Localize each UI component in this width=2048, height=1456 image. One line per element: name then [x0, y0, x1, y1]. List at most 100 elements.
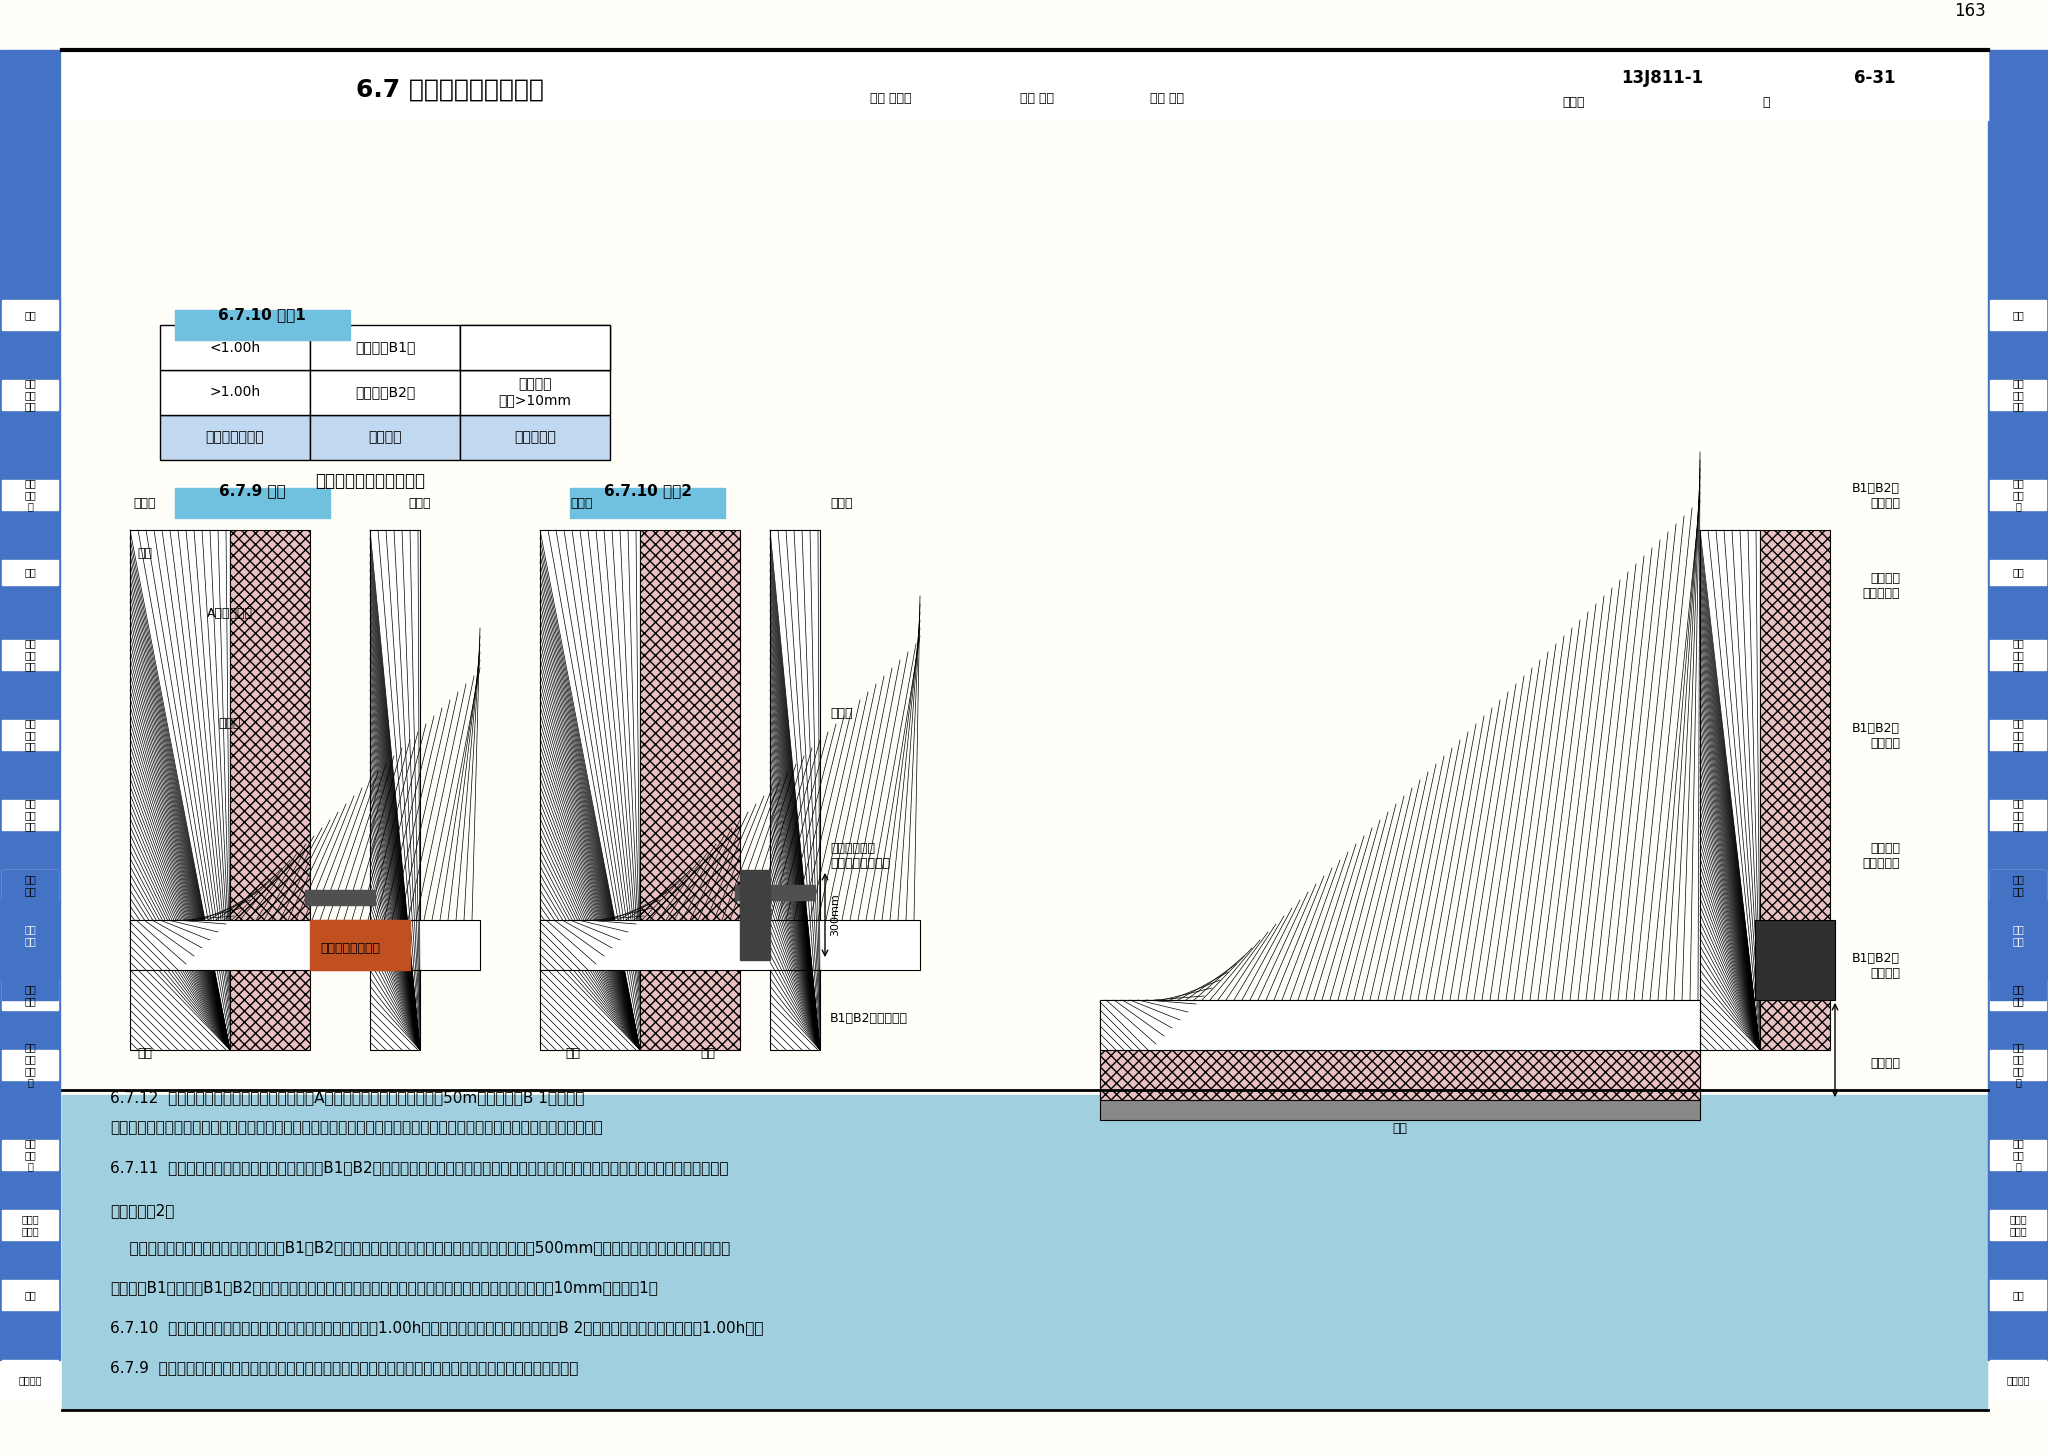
Bar: [1991, 1210, 2046, 1241]
Bar: [309, 370, 461, 415]
Text: 审核 蔡昭昀: 审核 蔡昭昀: [870, 93, 911, 105]
Text: 300mm: 300mm: [829, 894, 840, 936]
Text: 空腔: 空腔: [1393, 1123, 1407, 1136]
Bar: [309, 325, 461, 370]
Bar: [174, 310, 350, 341]
Text: 进行防火隔离等防火保护措施。设置开关、插座等电器配件的部位周围应采取不燃隔热材料进行防火隔离等防火保护措施。: 进行防火隔离等防火保护措施。设置开关、插座等电器配件的部位周围应采取不燃隔热材料…: [111, 1120, 602, 1136]
Bar: [174, 488, 330, 518]
Text: 装饰层: 装饰层: [829, 496, 852, 510]
Bar: [1991, 561, 2046, 585]
Bar: [160, 370, 309, 415]
Bar: [61, 1095, 1987, 1409]
Text: 6.7 建筑保温和外墙装饰: 6.7 建筑保温和外墙装饰: [356, 79, 545, 102]
Text: 民用
建筑: 民用 建筑: [25, 984, 37, 1006]
Text: 厂和
房仓
库: 厂和 房仓 库: [25, 1139, 37, 1172]
Bar: [1991, 1140, 2046, 1171]
Text: B1、B2级
保温材料: B1、B2级 保温材料: [1851, 722, 1901, 750]
Bar: [1991, 871, 2046, 900]
Bar: [569, 488, 725, 518]
Bar: [61, 50, 862, 119]
Text: 163: 163: [1954, 1, 1987, 20]
Bar: [1991, 871, 2046, 1000]
Text: 电气: 电气: [25, 568, 37, 578]
Text: 外墙体: 外墙体: [569, 496, 592, 510]
Bar: [1989, 50, 2048, 1360]
Text: 空腔: 空腔: [137, 547, 152, 561]
Text: 电气: 电气: [2011, 568, 2023, 578]
Text: 城交
市通
隧道: 城交 市通 隧道: [2011, 379, 2023, 412]
Text: 保温材料: 保温材料: [369, 431, 401, 444]
Bar: [160, 415, 309, 460]
Text: 隔。【图示2】: 隔。【图示2】: [111, 1203, 174, 1219]
Bar: [305, 890, 375, 906]
Text: 供暖
通风
空调: 供暖 通风 空调: [2011, 638, 2023, 671]
Text: 建筑
构造: 建筑 构造: [25, 925, 37, 946]
Bar: [1759, 530, 1831, 1050]
Bar: [541, 920, 920, 970]
Text: 不应低于B1级。采用B1、B2级保温材料的外保温系统应采用不燃材料作防护层，防护层的厚度不应小于10mm。【图示1】: 不应低于B1级。采用B1、B2级保温材料的外保温系统应采用不燃材料作防护层，防护…: [111, 1280, 657, 1294]
Text: 6-31: 6-31: [1853, 68, 1896, 87]
Bar: [1563, 50, 1761, 119]
Text: 建筑
构造: 建筑 构造: [25, 874, 37, 895]
Bar: [1700, 530, 1759, 1050]
Bar: [461, 325, 610, 370]
Text: 屋面外保温材料设置要求: 屋面外保温材料设置要求: [315, 472, 426, 491]
Text: 防护层要求: 防护层要求: [514, 431, 555, 444]
Text: 6.7.9 图示: 6.7.9 图示: [219, 483, 285, 498]
Bar: [309, 920, 410, 970]
Text: 灭火
设施
救援: 灭火 设施 救援: [2011, 798, 2023, 831]
Text: 楼板: 楼板: [565, 1047, 580, 1060]
Bar: [1991, 380, 2046, 411]
Bar: [739, 871, 770, 960]
Text: 屋面板耐火极限: 屋面板耐火极限: [205, 431, 264, 444]
Bar: [1100, 1099, 1700, 1120]
Bar: [2, 1280, 57, 1310]
Bar: [461, 325, 610, 370]
Text: 6.7.10 图示2: 6.7.10 图示2: [604, 483, 692, 498]
Bar: [770, 530, 819, 1050]
Bar: [1100, 1000, 1700, 1050]
Bar: [61, 50, 1989, 119]
Text: 总术符
则语号: 总术符 则语号: [2009, 1214, 2028, 1236]
Bar: [309, 415, 461, 460]
Text: 不燃材料
防火隔离带: 不燃材料 防火隔离带: [1862, 572, 1901, 600]
Bar: [1755, 920, 1835, 1000]
Bar: [541, 530, 639, 1050]
Text: 甲、
乙类
储存
体: 甲、 乙类 储存 体: [2011, 1042, 2023, 1088]
Text: 外墙体: 外墙体: [133, 496, 156, 510]
Bar: [2, 799, 57, 830]
Text: 木建
结筑
构: 木建 结筑 构: [25, 479, 37, 511]
Bar: [2, 641, 57, 670]
Bar: [1991, 480, 2046, 510]
Text: 13J811-1: 13J811-1: [1620, 68, 1704, 87]
Text: 不燃材料
厚度>10mm: 不燃材料 厚度>10mm: [498, 377, 571, 408]
Text: 民用
建筑: 民用 建筑: [2011, 984, 2023, 1006]
Bar: [1991, 721, 2046, 750]
Text: 城交
市通
隧道: 城交 市通 隧道: [25, 379, 37, 412]
Text: 灭火
设施
救援: 灭火 设施 救援: [25, 798, 37, 831]
Bar: [2, 980, 57, 1010]
Bar: [229, 530, 309, 1050]
Text: A级保温材料: A级保温材料: [207, 607, 254, 620]
Text: 供暖
通风
空调: 供暖 通风 空调: [25, 638, 37, 671]
Text: 不燃材料
防火隔离带: 不燃材料 防火隔离带: [1862, 842, 1901, 871]
Text: 消防
的设
置备: 消防 的设 置备: [25, 718, 37, 751]
Text: 钢托板: 钢托板: [829, 708, 852, 721]
Bar: [1991, 1050, 2046, 1080]
Bar: [1100, 1050, 1700, 1099]
Text: 木建
结筑
构: 木建 结筑 构: [2011, 479, 2023, 511]
Bar: [2, 380, 57, 411]
Text: 钢托板: 钢托板: [219, 716, 242, 729]
Text: 页: 页: [1761, 96, 1769, 109]
Bar: [1761, 50, 1989, 119]
Text: 6.7.10  建筑的屋面外保温系统，当屋面板的耐火极限不低于1.00h时，保温材料的燃烧性能不应低于B 2级；当屋面板的耐火极限低于1.00h时，: 6.7.10 建筑的屋面外保温系统，当屋面板的耐火极限不低于1.00h时，保温材…: [111, 1321, 764, 1335]
Text: 甲、
乙类
储存
体: 甲、 乙类 储存 体: [25, 1042, 37, 1088]
Text: 防火封堵材料封堵: 防火封堵材料封堵: [319, 942, 381, 955]
Bar: [2, 480, 57, 510]
Text: 编制说明: 编制说明: [2007, 1374, 2030, 1385]
Bar: [1991, 1360, 2046, 1401]
Text: 厂和
房仓
库: 厂和 房仓 库: [2011, 1139, 2023, 1172]
Bar: [461, 415, 610, 460]
Text: 编制说明: 编制说明: [18, 1374, 41, 1385]
Bar: [1991, 980, 2046, 1010]
